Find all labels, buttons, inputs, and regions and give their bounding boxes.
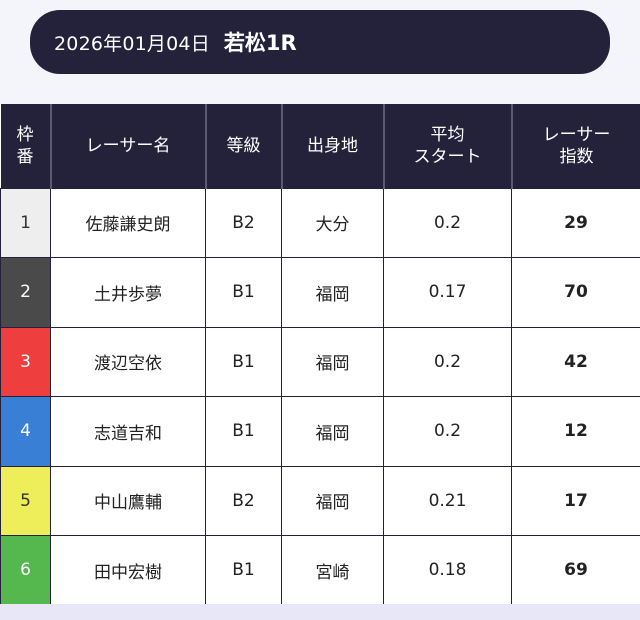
frame-number-cell: 1 — [0, 187, 51, 258]
grade-cell: B2 — [205, 187, 282, 258]
table-header-row: 枠 番 レーサー名 等級 出身地 平均 スタート レーサー 指数 — [0, 104, 640, 188]
avg-start-cell: 0.18 — [383, 535, 512, 606]
frame-number-cell: 2 — [0, 257, 51, 328]
origin-cell: 宮崎 — [281, 535, 384, 606]
race-header-banner: 2026年01月04日 若松1R — [30, 10, 610, 74]
column-header-avg-start: 平均 スタート — [382, 104, 512, 188]
grade-cell: B1 — [205, 326, 282, 397]
racer-score-cell: 69 — [511, 535, 640, 606]
grade-cell: B1 — [205, 535, 282, 606]
racer-name-cell: 佐藤謙史朗 — [50, 187, 206, 258]
table-row: 4 志道吉和 B1 福岡 0.2 12 — [0, 396, 640, 467]
table-header: 枠 番 レーサー名 等級 出身地 平均 スタート レーサー 指数 — [0, 104, 640, 188]
race-name: 若松1R — [223, 31, 297, 55]
grade-cell: B2 — [205, 465, 282, 536]
table-row: 1 佐藤謙史朗 B2 大分 0.2 29 — [0, 187, 640, 258]
avg-start-cell: 0.2 — [383, 326, 512, 397]
racer-table: 枠 番 レーサー名 等級 出身地 平均 スタート レーサー 指数 1 佐藤謙史朗 B… — [0, 104, 640, 606]
racer-name-cell: 渡辺空依 — [50, 326, 206, 397]
table-row: 6 田中宏樹 B1 宮崎 0.18 69 — [0, 535, 640, 606]
bottom-strip — [0, 604, 640, 620]
origin-cell: 福岡 — [281, 257, 384, 328]
table-body: 1 佐藤謙史朗 B2 大分 0.2 29 2 土井歩夢 B1 福岡 0.17 70 3 渡辺空依 B1 福岡 0… — [0, 187, 640, 606]
column-header-racer-score: レーサー 指数 — [510, 104, 640, 188]
racer-name-cell: 田中宏樹 — [50, 535, 206, 606]
avg-start-cell: 0.17 — [383, 257, 512, 328]
origin-cell: 福岡 — [281, 465, 384, 536]
avg-start-cell: 0.21 — [383, 465, 512, 536]
frame-number-cell: 4 — [0, 396, 51, 467]
column-header-grade: 等級 — [204, 104, 282, 188]
racer-name-cell: 中山鷹輔 — [50, 465, 206, 536]
racer-name-cell: 志道吉和 — [50, 396, 206, 467]
racer-score-cell: 42 — [511, 326, 640, 397]
racer-name-cell: 土井歩夢 — [50, 257, 206, 328]
frame-number-cell: 6 — [0, 535, 51, 606]
origin-cell: 大分 — [281, 187, 384, 258]
column-header-frame: 枠 番 — [0, 104, 51, 188]
racer-score-cell: 70 — [511, 257, 640, 328]
racer-score-cell: 12 — [511, 396, 640, 467]
origin-cell: 福岡 — [281, 326, 384, 397]
column-header-origin: 出身地 — [280, 104, 384, 188]
frame-number-cell: 5 — [0, 465, 51, 536]
frame-number-cell: 3 — [0, 326, 51, 397]
table-row: 3 渡辺空依 B1 福岡 0.2 42 — [0, 326, 640, 397]
racer-score-cell: 17 — [511, 465, 640, 536]
column-header-racer-name: レーサー名 — [49, 104, 206, 188]
avg-start-cell: 0.2 — [383, 187, 512, 258]
grade-cell: B1 — [205, 396, 282, 467]
avg-start-cell: 0.2 — [383, 396, 512, 467]
grade-cell: B1 — [205, 257, 282, 328]
racer-score-cell: 29 — [511, 187, 640, 258]
origin-cell: 福岡 — [281, 396, 384, 467]
race-date: 2026年01月04日 — [54, 32, 210, 55]
table-row: 2 土井歩夢 B1 福岡 0.17 70 — [0, 257, 640, 328]
table-row: 5 中山鷹輔 B2 福岡 0.21 17 — [0, 465, 640, 536]
